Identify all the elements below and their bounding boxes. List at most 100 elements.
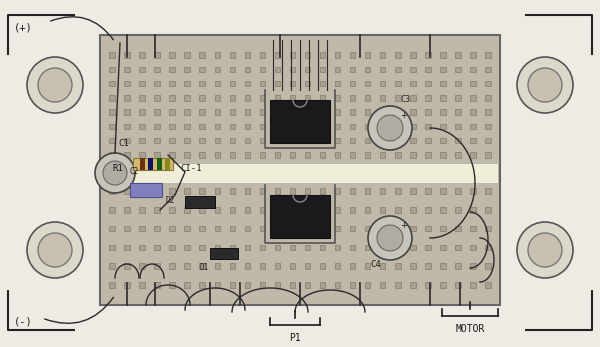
- Bar: [320, 282, 325, 288]
- Bar: [380, 245, 385, 250]
- Bar: [380, 152, 385, 158]
- Bar: [184, 138, 190, 143]
- Bar: [350, 67, 355, 72]
- Bar: [320, 263, 325, 269]
- Bar: [157, 158, 162, 170]
- Bar: [169, 109, 175, 115]
- Bar: [184, 109, 190, 115]
- Bar: [470, 263, 476, 269]
- Bar: [440, 226, 446, 231]
- Bar: [139, 152, 145, 158]
- Bar: [245, 124, 250, 129]
- Bar: [455, 109, 461, 115]
- Bar: [470, 138, 476, 143]
- Bar: [230, 95, 235, 101]
- Bar: [470, 109, 476, 115]
- Bar: [275, 81, 280, 86]
- Bar: [395, 188, 401, 194]
- Bar: [320, 245, 325, 250]
- Bar: [124, 245, 130, 250]
- Bar: [270, 195, 330, 238]
- Bar: [410, 207, 416, 213]
- Bar: [154, 263, 160, 269]
- Bar: [184, 67, 190, 72]
- Bar: [124, 188, 130, 194]
- Bar: [260, 124, 265, 129]
- Bar: [455, 52, 461, 58]
- Bar: [440, 138, 446, 143]
- Bar: [290, 282, 295, 288]
- Bar: [245, 263, 250, 269]
- Bar: [275, 67, 280, 72]
- Circle shape: [377, 115, 403, 141]
- Bar: [380, 207, 385, 213]
- Bar: [305, 188, 310, 194]
- Bar: [380, 109, 385, 115]
- Bar: [335, 245, 340, 250]
- Bar: [440, 81, 446, 86]
- Bar: [154, 67, 160, 72]
- Bar: [485, 282, 491, 288]
- Bar: [290, 188, 295, 194]
- Bar: [260, 207, 265, 213]
- Bar: [335, 188, 340, 194]
- Bar: [320, 226, 325, 231]
- Bar: [425, 152, 431, 158]
- Bar: [425, 207, 431, 213]
- Bar: [109, 81, 115, 86]
- Bar: [410, 124, 416, 129]
- Bar: [350, 138, 355, 143]
- Bar: [215, 109, 220, 115]
- Circle shape: [517, 222, 573, 278]
- Bar: [455, 226, 461, 231]
- Bar: [109, 226, 115, 231]
- Bar: [275, 124, 280, 129]
- Bar: [275, 95, 280, 101]
- Bar: [485, 188, 491, 194]
- Bar: [109, 263, 115, 269]
- Bar: [124, 67, 130, 72]
- Bar: [305, 138, 310, 143]
- Bar: [335, 67, 340, 72]
- Bar: [199, 263, 205, 269]
- Bar: [350, 226, 355, 231]
- Circle shape: [95, 153, 135, 193]
- Bar: [305, 207, 310, 213]
- Bar: [199, 245, 205, 250]
- Bar: [109, 124, 115, 129]
- Bar: [395, 124, 401, 129]
- Text: CI-1: CI-1: [180, 164, 202, 173]
- Bar: [139, 52, 145, 58]
- Bar: [199, 109, 205, 115]
- Bar: [365, 263, 370, 269]
- Bar: [275, 188, 280, 194]
- Bar: [485, 138, 491, 143]
- Bar: [109, 245, 115, 250]
- Bar: [440, 152, 446, 158]
- Bar: [365, 245, 370, 250]
- Bar: [199, 67, 205, 72]
- Bar: [365, 152, 370, 158]
- Bar: [425, 67, 431, 72]
- Bar: [124, 124, 130, 129]
- Text: +: +: [400, 221, 407, 230]
- Bar: [154, 207, 160, 213]
- Bar: [139, 207, 145, 213]
- Text: +: +: [400, 111, 407, 120]
- Bar: [245, 245, 250, 250]
- Bar: [230, 81, 235, 86]
- Bar: [215, 138, 220, 143]
- Bar: [260, 67, 265, 72]
- Bar: [245, 81, 250, 86]
- Text: (+): (+): [14, 22, 33, 32]
- Bar: [320, 207, 325, 213]
- Bar: [184, 52, 190, 58]
- Bar: [350, 152, 355, 158]
- Bar: [320, 124, 325, 129]
- Bar: [380, 226, 385, 231]
- Bar: [109, 95, 115, 101]
- Bar: [230, 245, 235, 250]
- Bar: [184, 152, 190, 158]
- Bar: [365, 124, 370, 129]
- Bar: [260, 226, 265, 231]
